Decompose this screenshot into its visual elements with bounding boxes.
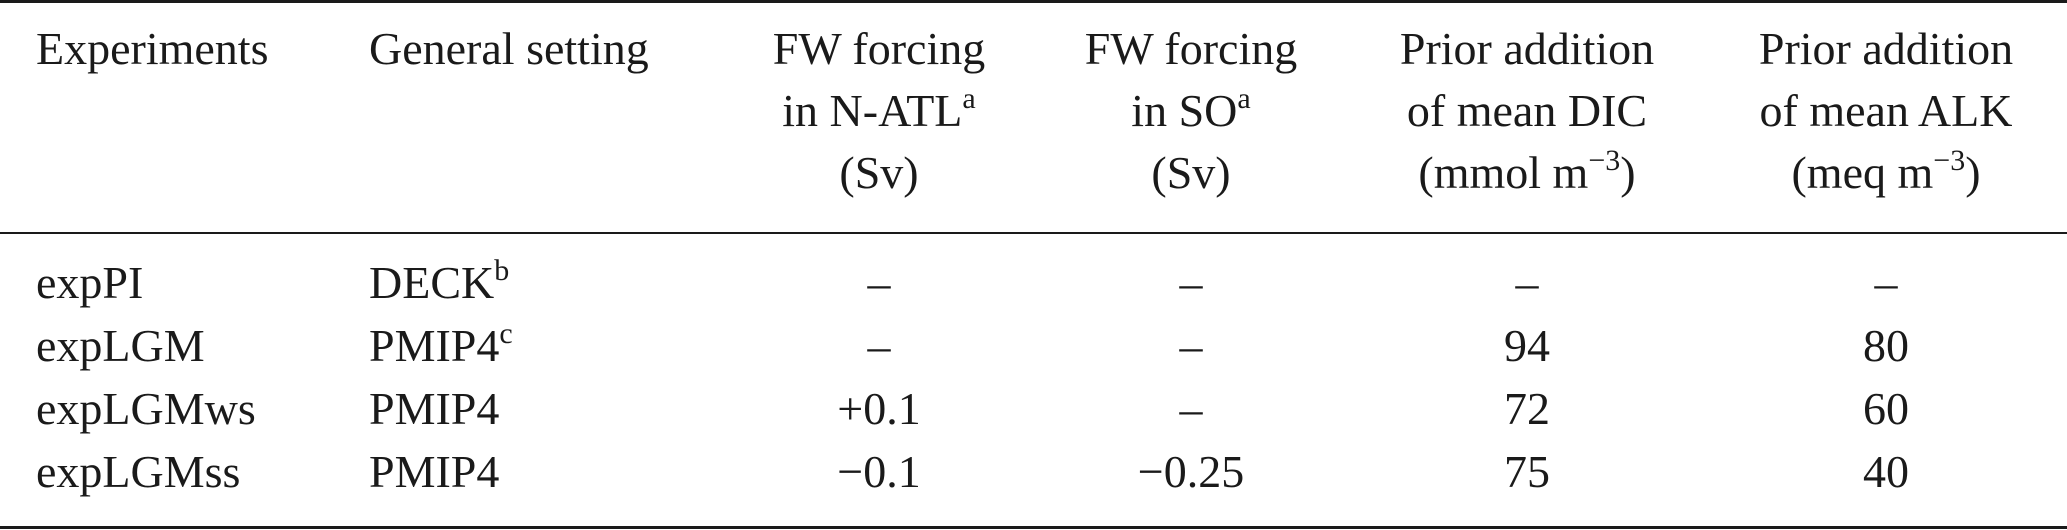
header-dic-line2: of mean DIC <box>1406 85 1648 136</box>
table-row-0-fw-natl: – <box>867 257 891 308</box>
table-row-0-alk: – <box>1874 257 1898 308</box>
table-row-1-alk: 80 <box>1863 320 1909 371</box>
footnote-b-marker: b <box>494 253 510 287</box>
table-row-3-setting: PMIP4 <box>369 441 499 503</box>
table-row-1-setting-text: PMIP4 <box>369 320 500 371</box>
header-alk-unit-exponent: −3 <box>1933 143 1966 177</box>
table-row-3-dic: 75 <box>1504 446 1550 497</box>
table-row-0-experiment: expPI <box>36 257 144 308</box>
table-row-1-dic: 94 <box>1504 320 1550 371</box>
header-fw-so-line2-text: in SO <box>1131 85 1238 136</box>
table-row-0-setting: DECKb <box>369 252 509 314</box>
header-fw-natl-line2-text: in N-ATL <box>782 85 963 136</box>
table-row-2-experiment: expLGMws <box>36 383 256 434</box>
header-general-setting: General setting <box>369 18 649 80</box>
table-row-3-fw-natl: −0.1 <box>837 446 921 497</box>
header-alk-unit: (meq m−3) <box>1759 142 2013 204</box>
header-alk-line1: Prior addition <box>1758 23 2014 74</box>
header-fw-natl-unit: (Sv) <box>839 147 919 198</box>
header-experiments-label: Experiments <box>36 23 269 74</box>
header-fw-so: FW forcing in SOa (Sv) <box>1085 18 1298 204</box>
table-row-1-experiment: expLGM <box>36 320 205 371</box>
table-row-1-fw-so: – <box>1179 320 1203 371</box>
header-dic-unit-text: (mmol m <box>1418 147 1589 198</box>
table-row-0-fw-so: – <box>1179 257 1203 308</box>
footnote-a-marker: a <box>1237 81 1251 115</box>
table-row-2-fw-natl: +0.1 <box>837 383 921 434</box>
table-row-2-alk: 60 <box>1863 383 1909 434</box>
header-dic-unit: (mmol m−3) <box>1400 142 1654 204</box>
header-dic-unit-close: ) <box>1620 147 1636 198</box>
table-row-2-setting-text: PMIP4 <box>369 383 500 434</box>
table-row-0-setting-text: DECK <box>369 257 495 308</box>
header-fw-natl-line1: FW forcing <box>772 23 986 74</box>
header-dic-unit-exponent: −3 <box>1588 143 1621 177</box>
header-rule <box>0 232 2067 234</box>
header-fw-so-line2: in SOa <box>1085 80 1298 142</box>
header-fw-natl-line2: in N-ATLa <box>773 80 986 142</box>
header-alk-unit-text: (meq m <box>1791 147 1934 198</box>
table-row-2-dic: 72 <box>1504 383 1550 434</box>
table-row-3-fw-so: −0.25 <box>1137 446 1245 497</box>
header-experiments: Experiments <box>36 18 269 80</box>
bottom-rule <box>0 526 2067 529</box>
header-alk-line2: of mean ALK <box>1759 85 2013 136</box>
header-fw-so-unit: (Sv) <box>1151 147 1231 198</box>
footnote-c-marker: c <box>499 316 513 350</box>
header-general-setting-label: General setting <box>369 23 649 74</box>
header-alk: Prior addition of mean ALK (meq m−3) <box>1759 18 2013 204</box>
table-row-3-alk: 40 <box>1863 446 1909 497</box>
header-fw-natl: FW forcing in N-ATLa (Sv) <box>773 18 986 204</box>
table-row-2-setting: PMIP4 <box>369 378 499 440</box>
top-rule <box>0 0 2067 3</box>
table-row-0-dic: – <box>1515 257 1539 308</box>
header-dic: Prior addition of mean DIC (mmol m−3) <box>1400 18 1654 204</box>
footnote-a-marker: a <box>962 81 976 115</box>
table-row-2-fw-so: – <box>1179 383 1203 434</box>
table-row-1-fw-natl: – <box>867 320 891 371</box>
header-fw-so-line1: FW forcing <box>1084 23 1298 74</box>
table-row-3-experiment: expLGMss <box>36 446 241 497</box>
table-row-3-setting-text: PMIP4 <box>369 446 500 497</box>
header-alk-unit-close: ) <box>1965 147 1981 198</box>
table-row-1-setting: PMIP4c <box>369 315 513 377</box>
header-dic-line1: Prior addition <box>1399 23 1655 74</box>
